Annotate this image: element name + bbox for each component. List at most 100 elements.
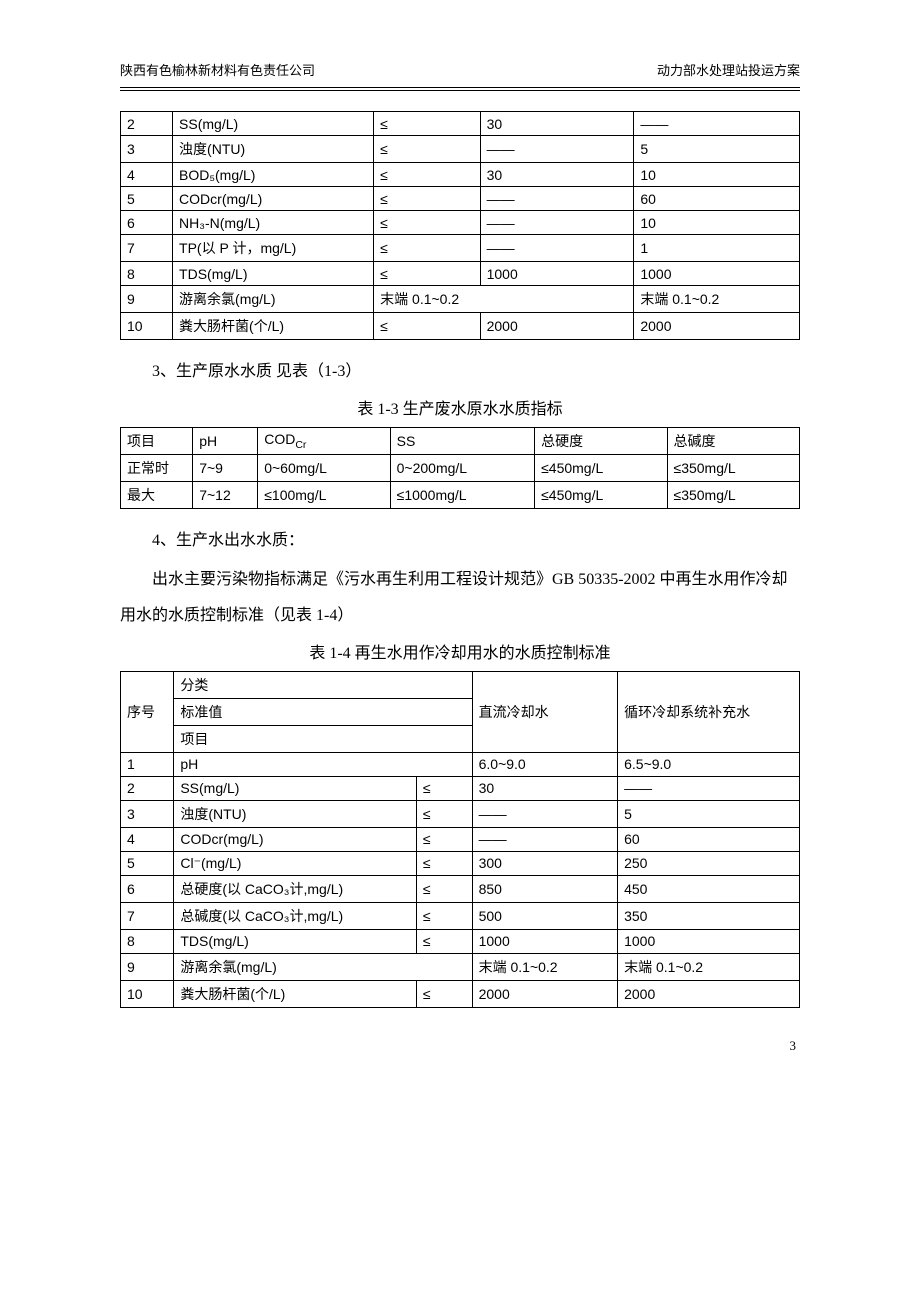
cell: 总碱度 (667, 428, 799, 455)
cell: ≤ (416, 827, 472, 851)
cell: 9 (121, 286, 173, 313)
cell: 6 (121, 211, 173, 235)
cell: 3 (121, 800, 174, 827)
cell: 5 (618, 800, 800, 827)
cell: 1000 (480, 262, 634, 286)
cell: pH (174, 752, 472, 776)
cell: 2 (121, 112, 173, 136)
cell: pH (193, 428, 258, 455)
cell: 2000 (618, 980, 800, 1007)
cell: 10 (121, 313, 173, 340)
table-row: 8TDS(mg/L)≤10001000 (121, 929, 800, 953)
table3-caption: 表 1-4 再生水用作冷却用水的水质控制标准 (120, 639, 800, 663)
table-row: 6NH₃-N(mg/L)≤——10 (121, 211, 800, 235)
cell: 60 (618, 827, 800, 851)
cell: 6.5~9.0 (618, 752, 800, 776)
cell: —— (618, 776, 800, 800)
table-row: 1pH6.0~9.06.5~9.0 (121, 752, 800, 776)
cell: 最大 (121, 482, 193, 509)
cell: 1000 (618, 929, 800, 953)
table2-caption: 表 1-3 生产废水原水水质指标 (120, 395, 800, 419)
cell: 300 (472, 851, 618, 875)
table-row: 8TDS(mg/L)≤10001000 (121, 262, 800, 286)
cell: 项目 (121, 428, 193, 455)
cell: 游离余氯(mg/L) (173, 286, 374, 313)
cell: 游离余氯(mg/L) (174, 953, 472, 980)
cell: Cl⁻(mg/L) (174, 851, 417, 875)
cell: 6.0~9.0 (472, 752, 618, 776)
cell: 5 (634, 136, 800, 163)
table-row: 10粪大肠杆菌(个/L)≤20002000 (121, 980, 800, 1007)
cell: NH₃-N(mg/L) (173, 211, 374, 235)
table-row: 10粪大肠杆菌(个/L)≤20002000 (121, 313, 800, 340)
table-row: 最大7~12≤100mg/L≤1000mg/L≤450mg/L≤350mg/L (121, 482, 800, 509)
cell: ≤100mg/L (258, 482, 390, 509)
cell: ≤ (374, 262, 480, 286)
table-row: 6总硬度(以 CaCO₃计,mg/L)≤850450 (121, 875, 800, 902)
section4-label: 4、生产水出水水质： (120, 523, 800, 558)
table-row: 9游离余氯(mg/L)末端 0.1~0.2末端 0.1~0.2 (121, 286, 800, 313)
cell: 350 (618, 902, 800, 929)
cell: TDS(mg/L) (173, 262, 374, 286)
cell: TDS(mg/L) (174, 929, 417, 953)
table-row: 9游离余氯(mg/L)末端 0.1~0.2末端 0.1~0.2 (121, 953, 800, 980)
cell: 500 (472, 902, 618, 929)
cell: ≤ (374, 163, 480, 187)
cell: ≤350mg/L (667, 482, 799, 509)
header-divider (120, 87, 800, 91)
cell: 项目 (174, 725, 472, 752)
cell: 浊度(NTU) (174, 800, 417, 827)
table-2: 项目pHCODCrSS总硬度总碱度正常时7~90~60mg/L0~200mg/L… (120, 427, 800, 509)
cell: 250 (618, 851, 800, 875)
cell: 末端 0.1~0.2 (618, 953, 800, 980)
cell: —— (472, 827, 618, 851)
table-row: 7总碱度(以 CaCO₃计,mg/L)≤500350 (121, 902, 800, 929)
table-row: 项目pHCODCrSS总硬度总碱度 (121, 428, 800, 455)
cell: 总碱度(以 CaCO₃计,mg/L) (174, 902, 417, 929)
page-header: 陕西有色榆林新材料有色责任公司 动力部水处理站投运方案 (120, 60, 800, 79)
table-3: 序号分类直流冷却水循环冷却系统补充水标准值项目1pH6.0~9.06.5~9.0… (120, 671, 800, 1008)
cell: 2000 (480, 313, 634, 340)
cell: 3 (121, 136, 173, 163)
table-row: 3浊度(NTU)≤——5 (121, 800, 800, 827)
cell: 30 (480, 163, 634, 187)
cell: 直流冷却水 (472, 671, 618, 752)
cell: 总硬度(以 CaCO₃计,mg/L) (174, 875, 417, 902)
cell: BOD₅(mg/L) (173, 163, 374, 187)
cell: ≤1000mg/L (390, 482, 534, 509)
section4-para: 出水主要污染物指标满足《污水再生利用工程设计规范》GB 50335-2002 中… (120, 562, 800, 632)
cell: 正常时 (121, 455, 193, 482)
cell: 10 (634, 211, 800, 235)
header-left: 陕西有色榆林新材料有色责任公司 (120, 60, 315, 79)
cell: 序号 (121, 671, 174, 752)
cell: ≤ (374, 235, 480, 262)
cell: SS (390, 428, 534, 455)
cell: ≤ (416, 800, 472, 827)
cell: 末端 0.1~0.2 (472, 953, 618, 980)
cell: ≤350mg/L (667, 455, 799, 482)
cell: 2000 (472, 980, 618, 1007)
cell: 末端 0.1~0.2 (374, 286, 634, 313)
table-row: 2SS(mg/L)≤30—— (121, 112, 800, 136)
cell: ≤ (416, 851, 472, 875)
table-row: 2SS(mg/L)≤30—— (121, 776, 800, 800)
cell: ≤450mg/L (535, 482, 667, 509)
cell: ≤ (416, 902, 472, 929)
cell: 7~9 (193, 455, 258, 482)
cell: 分类 (174, 671, 472, 698)
section3-label: 3、生产原水水质 见表（1-3） (120, 354, 800, 389)
cell: 0~200mg/L (390, 455, 534, 482)
table-row: 4BOD₅(mg/L)≤3010 (121, 163, 800, 187)
cell: ≤ (374, 112, 480, 136)
cell: 30 (472, 776, 618, 800)
cell: —— (472, 800, 618, 827)
cell: —— (480, 211, 634, 235)
cell: TP(以 P 计，mg/L) (173, 235, 374, 262)
cell: 30 (480, 112, 634, 136)
cell: 粪大肠杆菌(个/L) (174, 980, 417, 1007)
cell: ≤ (374, 211, 480, 235)
cell: ≤ (374, 313, 480, 340)
cell: 4 (121, 827, 174, 851)
cell: 6 (121, 875, 174, 902)
cell: 标准值 (174, 698, 472, 725)
